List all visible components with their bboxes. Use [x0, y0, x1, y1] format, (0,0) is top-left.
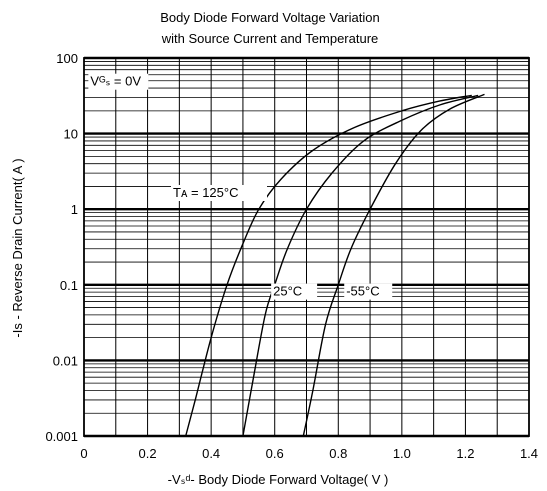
series-label-minus55c-bg [344, 283, 393, 300]
condition-label-bg [88, 73, 149, 90]
y-axis-ticks: 0.001 0.01 0.1 1 10 100 [45, 51, 78, 444]
x-tick-label: 1.4 [520, 446, 538, 461]
y-tick-label: 0.1 [60, 278, 78, 293]
grid [84, 56, 529, 438]
plot-frame [83, 57, 530, 437]
y-tick-label: 100 [56, 51, 78, 66]
x-axis-label: -Vₛᵈ- Body Diode Forward Voltage( V ) [168, 472, 389, 487]
series-label-125c-bg [171, 185, 267, 202]
series-label-minus55c: -55°C [346, 284, 379, 299]
y-tick-label: 1 [71, 202, 78, 217]
x-tick-label: 0.8 [329, 446, 347, 461]
x-tick-label: 0.2 [139, 446, 157, 461]
condition-label: Vᴳₛ = 0V [90, 74, 141, 89]
y-tick-label: 0.01 [53, 353, 78, 368]
series-label-25c-bg [271, 283, 318, 300]
y-tick-label: 10 [64, 127, 78, 142]
chart-title-line-2: with Source Current and Temperature [161, 31, 379, 46]
x-tick-label: 1.2 [456, 446, 474, 461]
x-tick-label: 0.4 [202, 446, 220, 461]
chart-title-line-1: Body Diode Forward Voltage Variation [160, 10, 379, 25]
annotations: Tᴀ = 125°C 25°C -55°C Vᴳₛ = 0V [88, 73, 393, 300]
x-tick-label: 1.0 [393, 446, 411, 461]
x-axis-ticks: 0 0.2 0.4 0.6 0.8 1.0 1.2 1.4 [80, 446, 538, 461]
series-line-0 [185, 94, 472, 437]
y-tick-label: 0.001 [45, 429, 78, 444]
x-tick-label: 0.6 [266, 446, 284, 461]
series-label-25c: 25°C [273, 284, 302, 299]
x-tick-label: 0 [80, 446, 87, 461]
curves [185, 93, 485, 437]
series-line-2 [302, 93, 485, 437]
series-label-125c: Tᴀ = 125°C [173, 185, 238, 200]
y-axis-label: -Is - Reverse Drain Current( A ) [10, 158, 25, 337]
series-line-1 [242, 94, 479, 437]
